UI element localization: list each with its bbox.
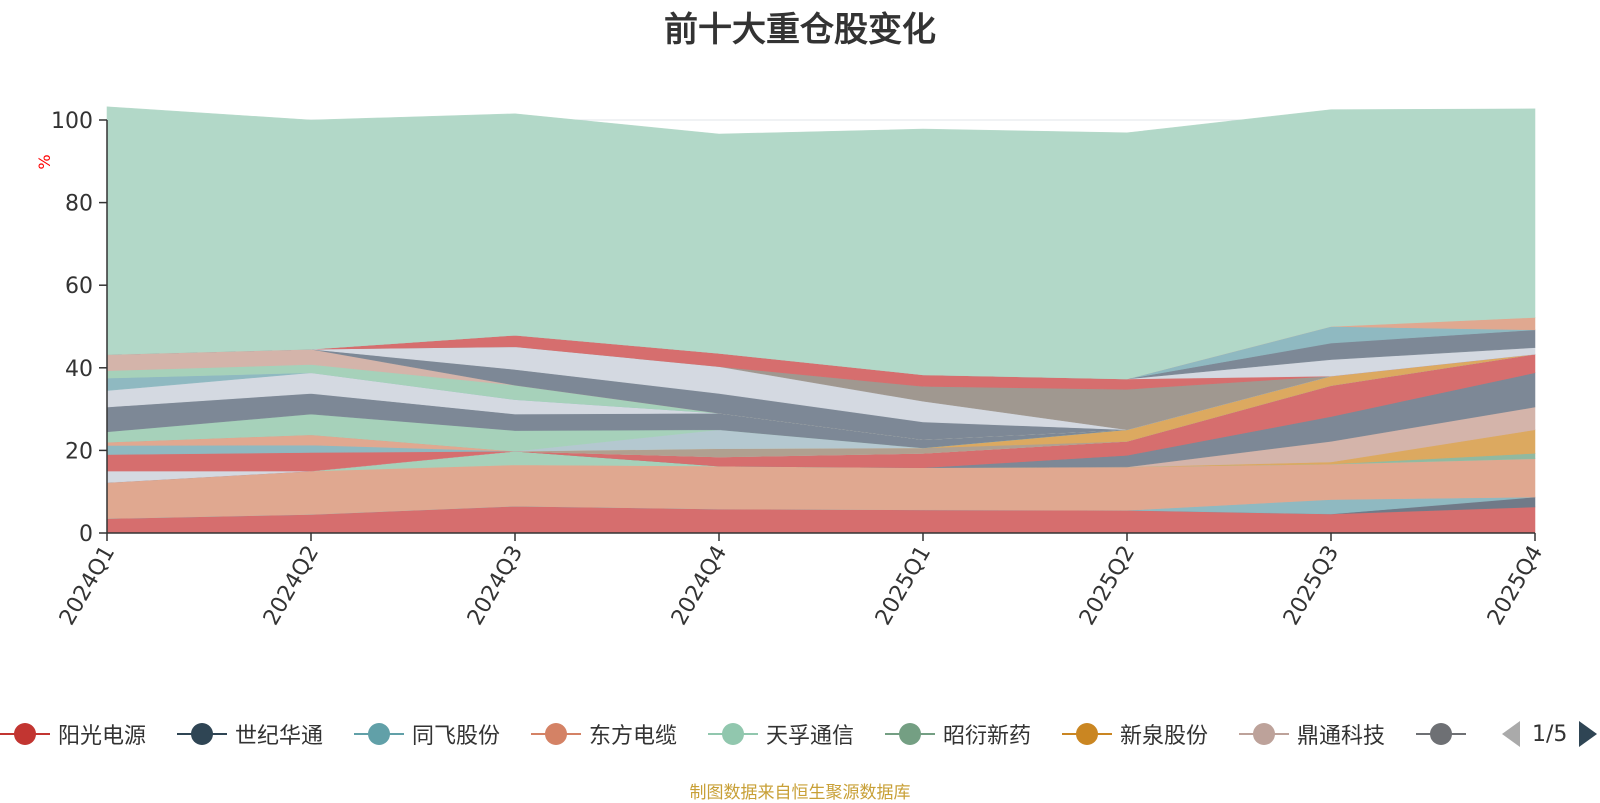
chart-title: 前十大重仓股变化	[664, 10, 936, 50]
legend-item[interactable]: 世纪华通	[177, 714, 323, 754]
legend-marker-icon	[0, 723, 50, 745]
x-tick-label: 2025Q1	[871, 542, 936, 630]
legend-label: 鼎通科技	[1297, 724, 1386, 749]
legend-label: 同飞股份	[412, 724, 501, 749]
y-tick-label: 80	[65, 192, 93, 217]
y-tick-label: 0	[79, 522, 93, 547]
legend-marker-icon	[531, 723, 581, 745]
legend-label: 东方电缆	[589, 724, 678, 749]
y-tick-label: 20	[65, 439, 93, 464]
x-tick-label: 2024Q3	[463, 542, 528, 630]
legend-item[interactable]: 阳光电源	[0, 714, 146, 754]
x-tick-label: 2025Q4	[1483, 542, 1548, 630]
legend-label: 世纪华通	[235, 724, 324, 749]
y-tick-label: 100	[51, 109, 93, 134]
x-tick-label: 2024Q2	[259, 542, 324, 630]
area-series	[106, 106, 1536, 534]
x-tick-label: 2024Q4	[667, 542, 732, 630]
y-tick-label: 40	[65, 357, 93, 382]
legend-page-indicator: 1/5	[1532, 721, 1568, 747]
legend-marker-icon	[708, 723, 758, 745]
legend-marker-icon	[177, 723, 227, 745]
x-tick-label: 2024Q1	[55, 542, 120, 630]
x-tick-label: 2025Q2	[1075, 542, 1140, 630]
legend-label: 天孚通信	[766, 724, 855, 749]
legend-item[interactable]: 新泉股份	[1062, 714, 1208, 754]
next-page-arrow-icon[interactable]	[1577, 719, 1599, 749]
source-note: 制图数据来自恒生聚源数据库	[689, 783, 911, 803]
legend-item[interactable]: 恒	[1416, 714, 1470, 754]
legend-item[interactable]: 鼎通科技	[1239, 714, 1385, 754]
area-series-32	[106, 106, 1536, 380]
legend-pager: 1/5	[1500, 716, 1599, 752]
legend-marker-icon	[1239, 723, 1289, 745]
legend-item[interactable]: 同飞股份	[354, 714, 500, 754]
legend-marker-icon	[1416, 723, 1466, 745]
x-tick-label: 2025Q3	[1279, 542, 1344, 630]
prev-page-arrow-icon[interactable]	[1500, 719, 1522, 749]
legend-label: 昭衍新药	[943, 724, 1032, 749]
legend-label: 阳光电源	[58, 724, 147, 749]
legend-item[interactable]: 天孚通信	[708, 714, 854, 754]
legend-label: 新泉股份	[1120, 724, 1209, 749]
legend-item[interactable]: 昭衍新药	[885, 714, 1031, 754]
y-axis-label: %	[35, 154, 54, 169]
legend-item[interactable]: 东方电缆	[531, 714, 677, 754]
y-tick-label: 60	[65, 274, 93, 299]
legend-marker-icon	[885, 723, 935, 745]
legend-marker-icon	[354, 723, 404, 745]
chart-legend: 阳光电源 世纪华通 同飞股份 东方电缆 天孚通信 昭衍新药 新泉股份 鼎通科技 恒	[0, 714, 1470, 754]
legend-marker-icon	[1062, 723, 1112, 745]
stacked-area-chart: 0 20 40 60 80 100 2024Q1 2024Q2 2024Q3 2024Q4 2025…	[35, 106, 1548, 630]
